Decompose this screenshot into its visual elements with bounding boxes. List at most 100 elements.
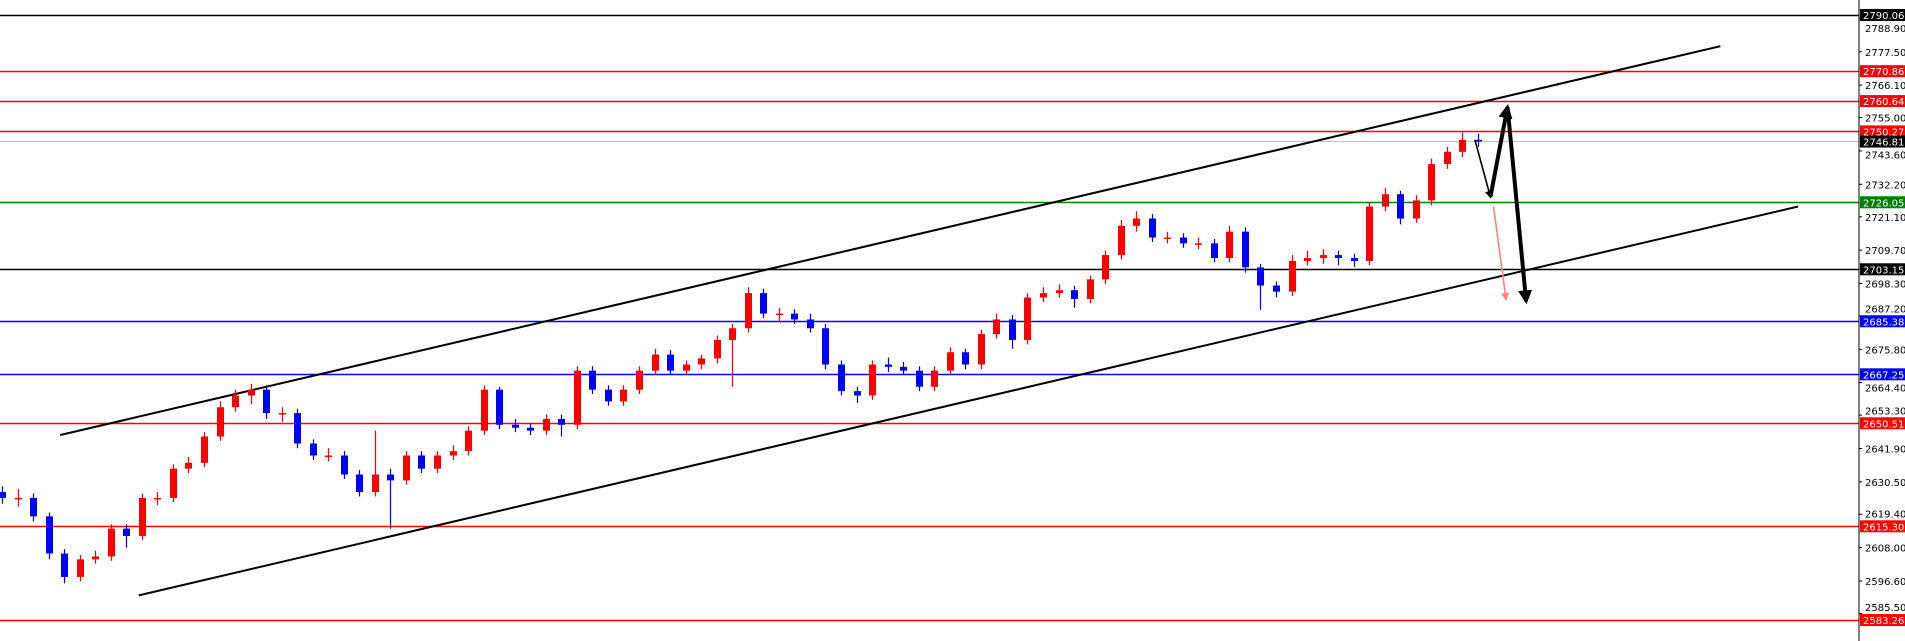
- candle-body: [279, 413, 286, 415]
- projection-arrow: [1488, 104, 1513, 198]
- candle-body: [77, 559, 84, 577]
- level-label-box: [1860, 263, 1905, 276]
- trendline: [138, 205, 1799, 597]
- axis-tick-label: 2766.10: [1865, 81, 1905, 92]
- candle-body: [760, 293, 767, 314]
- candle-body: [962, 352, 969, 365]
- candle-body: [185, 462, 192, 469]
- level-label: 2685.38: [1863, 317, 1904, 328]
- candle-body: [170, 468, 177, 498]
- axis-tick-label: 2709.70: [1865, 246, 1905, 257]
- candle-body: [978, 334, 985, 365]
- axis-tick-label: 2743.60: [1865, 151, 1905, 162]
- level-label-box: [1860, 65, 1905, 78]
- candle-body: [434, 455, 441, 469]
- candle-body: [1320, 255, 1327, 259]
- candle-body: [1444, 151, 1451, 165]
- candle-body: [108, 528, 115, 557]
- candle-body: [1195, 243, 1202, 245]
- candle-body: [869, 364, 876, 396]
- axis-tick-label: 2630.50: [1865, 478, 1905, 489]
- level-label: 2667.25: [1863, 370, 1904, 381]
- level-label: 2770.86: [1863, 67, 1904, 78]
- candle-body: [1366, 206, 1373, 261]
- axis-tick-label: 2653.30: [1865, 406, 1905, 417]
- candle-body: [667, 354, 674, 371]
- candle-body: [916, 370, 923, 387]
- candle-body: [636, 370, 643, 390]
- axis-tick-label: 2755.00: [1865, 114, 1905, 125]
- level-label: 2726.05: [1863, 198, 1904, 209]
- candle-body: [931, 370, 938, 387]
- candle-body: [1180, 237, 1187, 244]
- candle-body: [1071, 290, 1078, 299]
- candle-body: [1428, 164, 1435, 201]
- level-label-box: [1860, 520, 1905, 533]
- candle-body: [1024, 297, 1031, 340]
- projection-arrow: [1492, 206, 1510, 301]
- candle-body: [450, 451, 457, 456]
- level-label-box: [1860, 368, 1905, 381]
- candle-body: [543, 418, 550, 431]
- candle-body: [61, 553, 68, 577]
- candle-body: [387, 474, 394, 481]
- candle-body: [1102, 255, 1109, 280]
- level-label: 2615.30: [1863, 522, 1904, 533]
- candle-body: [1118, 225, 1125, 256]
- candle-body: [154, 497, 161, 500]
- axis-tick-label: 2619.40: [1865, 509, 1905, 520]
- horizontal-levels: [0, 14, 1859, 622]
- candle-body: [698, 358, 705, 365]
- price-axis[interactable]: 2788.90 2777.50 2766.10 2755.00 2743.60 2732.…: [1858, 0, 1905, 641]
- candle-body: [729, 328, 736, 340]
- level-label-box: [1860, 196, 1905, 209]
- candle-body: [900, 366, 907, 371]
- level-label: 2650.51: [1863, 419, 1904, 430]
- level-label-box: [1860, 614, 1905, 627]
- candle-body: [1226, 231, 1233, 259]
- candle-body: [248, 389, 255, 396]
- candle-body: [46, 516, 53, 554]
- axis-tick-label: 2641.90: [1865, 444, 1905, 455]
- candle-body: [294, 413, 301, 444]
- candle-body: [123, 528, 130, 536]
- candle-body: [1273, 285, 1280, 292]
- candle-body: [854, 391, 861, 396]
- candle-body: [589, 370, 596, 390]
- candle-body: [201, 436, 208, 463]
- candle-body: [1459, 139, 1466, 152]
- candle-body: [139, 497, 146, 536]
- level-label: 2746.81: [1863, 138, 1904, 149]
- candle-body: [558, 418, 565, 425]
- candle-body: [947, 352, 954, 371]
- axis-tick-label: 2777.50: [1865, 48, 1905, 59]
- candle-body: [683, 364, 690, 371]
- level-label: 2750.27: [1863, 127, 1904, 138]
- candle-body: [1382, 194, 1389, 207]
- candle-body: [418, 455, 425, 469]
- candle-body: [341, 455, 348, 475]
- candle-body: [1009, 319, 1016, 340]
- candle-body: [1056, 290, 1063, 294]
- candle-body: [92, 556, 99, 560]
- candle-body: [1335, 255, 1342, 259]
- candle-body: [574, 370, 581, 425]
- axis-tick-label: 2732.20: [1865, 180, 1905, 191]
- candle-body: [822, 328, 829, 365]
- axis-tick-label: 2608.00: [1865, 544, 1905, 555]
- candle-body: [403, 455, 410, 481]
- candle-body: [325, 455, 332, 458]
- level-label-box: [1860, 125, 1905, 138]
- candle-body: [527, 427, 534, 431]
- candle-body: [652, 354, 659, 371]
- candle-body: [1087, 279, 1094, 299]
- candle-body: [217, 407, 224, 437]
- candle-body: [993, 319, 1000, 335]
- level-label-box: [1860, 95, 1905, 108]
- axis-tick-label: 2664.40: [1865, 383, 1905, 394]
- candle-body: [263, 389, 270, 414]
- candle-body: [496, 389, 503, 425]
- trendline: [60, 45, 1721, 437]
- candle-body: [1397, 194, 1404, 219]
